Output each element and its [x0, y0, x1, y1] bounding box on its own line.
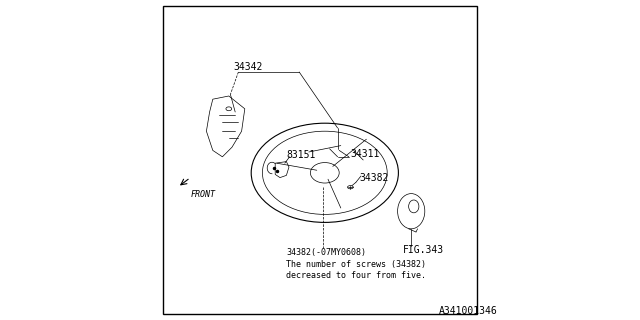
Text: 34342: 34342 [234, 62, 263, 72]
Polygon shape [206, 96, 245, 157]
Text: The number of screws (34382): The number of screws (34382) [287, 260, 426, 268]
Text: 83151: 83151 [287, 150, 316, 160]
Text: A341001346: A341001346 [438, 306, 497, 316]
Text: 34382: 34382 [359, 172, 388, 183]
Text: decreased to four from five.: decreased to four from five. [287, 271, 426, 280]
Text: FRONT: FRONT [191, 190, 216, 199]
Text: FIG.343: FIG.343 [403, 245, 444, 255]
Text: 34311: 34311 [351, 148, 380, 159]
Text: 34382(-07MY0608): 34382(-07MY0608) [287, 248, 366, 257]
Polygon shape [275, 162, 289, 178]
